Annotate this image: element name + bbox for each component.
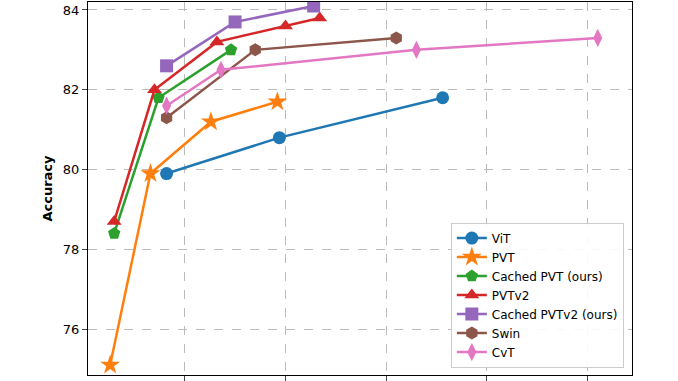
svg-text:ViT: ViT <box>492 232 511 246</box>
svg-text:78: 78 <box>63 242 80 257</box>
svg-text:80: 80 <box>63 162 80 177</box>
svg-text:82: 82 <box>63 82 80 97</box>
svg-text:76: 76 <box>63 322 80 337</box>
svg-text:CvT: CvT <box>492 346 515 360</box>
svg-text:84: 84 <box>63 3 80 18</box>
svg-text:PVT: PVT <box>492 251 515 265</box>
svg-text:Cached PVT (ours): Cached PVT (ours) <box>492 270 603 284</box>
svg-text:Accuracy: Accuracy <box>40 155 55 222</box>
svg-text:Cached PVTv2 (ours): Cached PVTv2 (ours) <box>492 308 618 322</box>
svg-text:PVTv2: PVTv2 <box>492 289 530 303</box>
svg-text:Swin: Swin <box>492 327 520 341</box>
